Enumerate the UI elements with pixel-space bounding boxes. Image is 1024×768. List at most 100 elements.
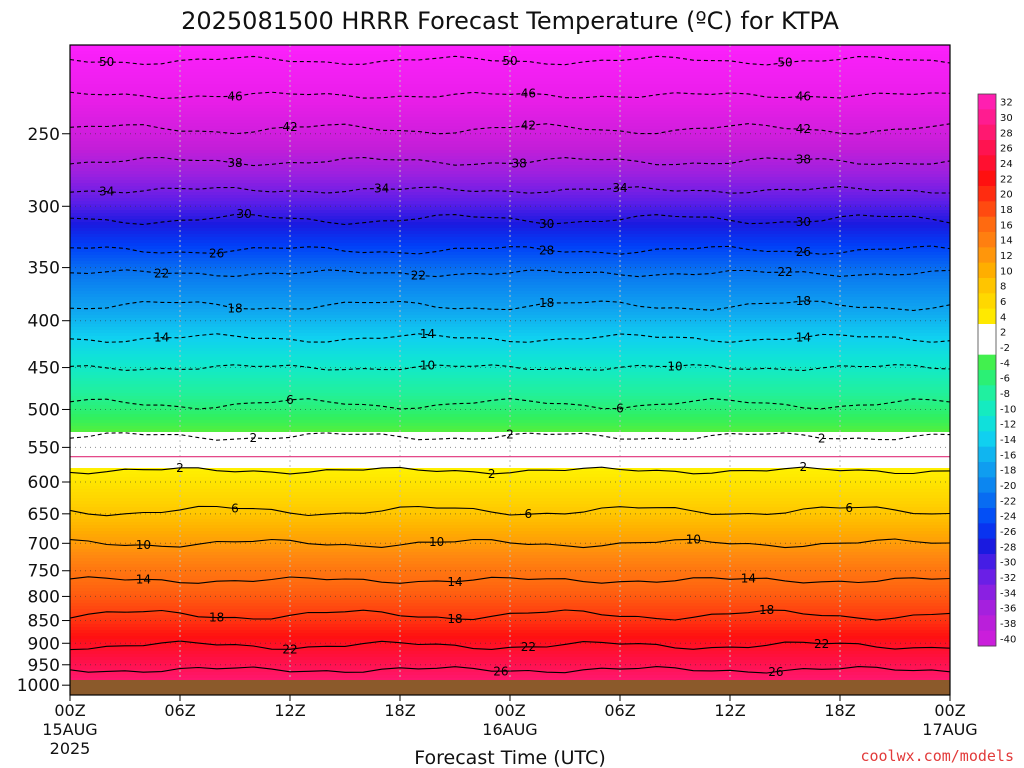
temperature-band [70,243,950,247]
temperature-band [70,207,950,211]
isotherm-label: 2 [176,461,184,475]
x-tick-label: 00Z [934,701,965,720]
colorbar-swatch [978,140,996,156]
isotherm-label: 26 [796,245,811,259]
temperature-band [70,306,950,310]
temperature-band [70,63,950,67]
x-tick-date: 15AUG [42,720,97,739]
temperature-band [70,627,950,631]
temperature-band [70,537,950,541]
colorbar-label: 12 [1000,251,1013,262]
colorbar-label: 16 [1000,220,1013,231]
temperature-band [70,522,950,526]
isotherm-contour [70,640,950,651]
colorbar-label: -28 [1000,542,1016,553]
colorbar-label: 22 [1000,174,1013,185]
temperature-band [70,588,950,592]
isotherm-contour [70,466,950,475]
temperature-band [70,156,950,160]
colorbar-swatch [978,232,996,248]
temperature-band [70,246,950,250]
x-axis-label: Forecast Time (UTC) [414,747,605,768]
temperature-band [70,492,950,496]
isotherm-label: 30 [796,215,811,229]
temperature-band [70,531,950,535]
isotherm-label: 18 [796,294,811,308]
colorbar-swatch [978,324,996,340]
temperature-band [70,618,950,622]
y-tick-label: 550 [28,438,60,458]
temperature-band [70,591,950,595]
colorbar-swatch [978,216,996,233]
isotherm-label: 10 [667,359,682,373]
colorbar-label: 10 [1000,266,1013,277]
isotherm-label: 18 [227,301,242,315]
isotherm-label: 6 [525,507,533,521]
colorbar-label: 14 [1000,236,1013,247]
temperature-band [70,603,950,607]
temperature-band [70,432,950,436]
temperature-band [70,561,950,565]
temperature-band [70,318,950,322]
isotherm-label: 14 [741,572,756,586]
isotherm-label: 2 [250,431,258,445]
colorbar-label: -38 [1000,619,1016,630]
isotherm-label: 34 [99,185,114,199]
temperature-band [70,606,950,610]
isotherm-label: 26 [768,665,783,679]
isotherm-label: 2 [506,428,514,442]
colorbar-swatch [978,247,996,264]
colorbar-swatch [978,400,996,417]
isotherm-contour [70,505,950,517]
temperature-band [70,372,950,376]
temperature-band [70,546,950,550]
temperature-band [70,381,950,385]
isotherm-label: 22 [777,265,792,279]
colorbar-swatch [978,446,996,463]
y-tick-label: 400 [28,312,60,332]
temperature-band [70,273,950,277]
temperature-band [70,456,950,460]
isotherm-label: 28 [539,243,554,257]
isotherm-label: 14 [796,331,811,345]
temperature-band [70,297,950,301]
temperature-band [70,327,950,331]
temperature-band [70,396,950,400]
colorbar-swatch [978,569,996,586]
colorbar-label: 28 [1000,128,1013,139]
temperature-band [70,543,950,547]
temperature-band [70,651,950,655]
temperature-band [70,117,950,121]
colorbar-swatch [978,170,996,187]
temperature-band [70,462,950,466]
temperature-band [70,312,950,316]
temperature-band [70,192,950,196]
isotherm-label: 26 [209,246,224,260]
temperature-band [70,96,950,100]
colorbar-label: -30 [1000,558,1016,569]
isotherm-label: 22 [814,637,829,651]
y-tick-label: 1000 [17,676,60,696]
temperature-band [70,213,950,217]
colorbar-swatch [978,186,996,202]
temperature-band [70,636,950,640]
temperature-band [70,276,950,280]
temperature-band [70,621,950,625]
isotherm-label: 14 [447,575,462,589]
temperature-band [70,666,950,670]
temperature-band [70,567,950,571]
temperature-band [70,507,950,511]
temperature-band [70,108,950,112]
isotherm-contour [70,364,950,372]
temperature-band [70,321,950,325]
isotherm-label: 46 [796,89,811,103]
colorbar-swatch [978,293,996,310]
temperature-band [70,291,950,295]
colorbar-label: -6 [1000,374,1010,385]
temperature-band [70,336,950,340]
y-tick-label: 300 [28,197,60,217]
isotherm-contour [70,55,950,66]
isotherm-label: 50 [502,54,517,68]
temperature-band [70,678,950,682]
y-tick-label: 500 [28,400,60,420]
